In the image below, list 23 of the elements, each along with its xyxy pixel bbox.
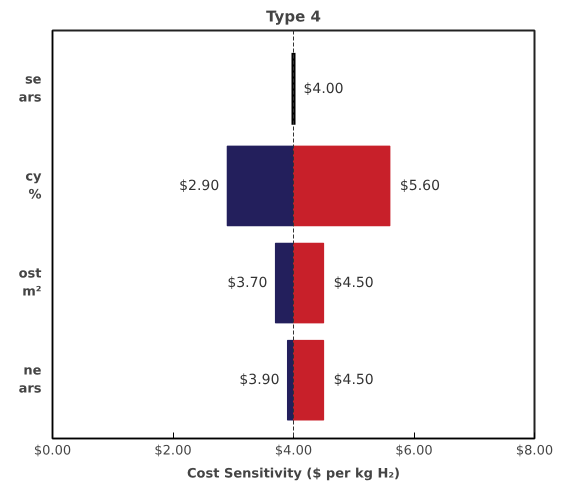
data-label: $4.50: [334, 275, 374, 292]
data-label: $4.50: [334, 372, 374, 388]
x-axis-title: Cost Sensitivity ($ per kg H₂): [187, 466, 400, 482]
data-label: $3.90: [239, 372, 280, 388]
data-label: $3.70: [227, 275, 268, 292]
x-tick-label: $4.00: [274, 444, 312, 458]
bar: [226, 146, 294, 226]
bar: [274, 242, 294, 324]
data-label: $4.00: [304, 80, 344, 97]
y-tick-label: cy %: [25, 169, 42, 202]
chart-title: Type 4: [266, 8, 321, 26]
bar: [293, 146, 390, 226]
data-label: $2.90: [179, 178, 220, 194]
y-tick-label: ne ars: [18, 364, 42, 397]
x-tick-label: $6.00: [395, 444, 433, 458]
x-tick-label: $2.00: [154, 444, 192, 458]
y-tick-label: ost m²: [18, 266, 42, 300]
x-tick-label: $8.00: [516, 444, 554, 458]
y-tick-label: se ars: [18, 72, 42, 106]
x-tick-label: $0.00: [34, 444, 72, 458]
bar: [293, 242, 324, 324]
data-label: $5.60: [400, 178, 440, 194]
bar: [293, 340, 324, 421]
